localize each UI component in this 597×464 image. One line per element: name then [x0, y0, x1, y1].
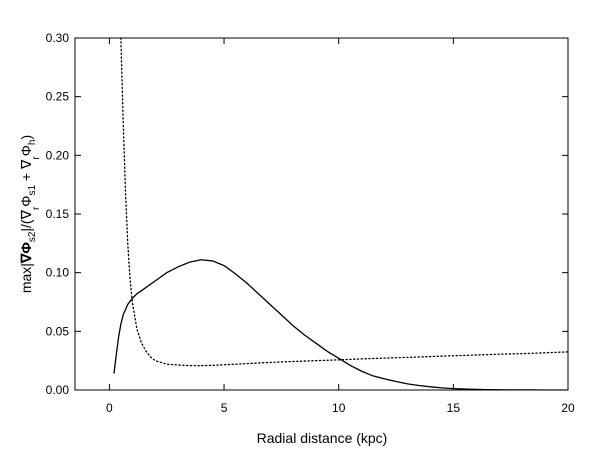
ylabel-phi-1: Φ	[18, 242, 34, 254]
x-tick-label: 20	[561, 401, 575, 415]
x-axis-title: Radial distance (kpc)	[257, 430, 388, 446]
series-dotted-line	[120, 38, 568, 367]
ylabel-phi-2: Φ	[18, 196, 34, 207]
y-tick-label: 0.05	[46, 324, 70, 338]
ylabel-nabla-1: ∇	[18, 253, 34, 264]
y-axis-title: max|∇Φs2|/(∇rΦs1 + ∇rΦh)	[18, 135, 42, 293]
ylabel-sub-h: h	[27, 140, 38, 146]
ylabel-divider: |/(	[18, 219, 34, 232]
ylabel-sub-r-1: r	[31, 206, 42, 210]
series	[113, 38, 568, 390]
ylabel-sub-s2: s2	[27, 231, 38, 242]
svg-text:max|∇Φs2|/(∇rΦs1 + ∇rΦh): max|∇Φs2|/(∇rΦs1 + ∇rΦh)	[18, 135, 42, 293]
ylabel-max: max|	[18, 263, 34, 293]
series-solid-line	[113, 259, 568, 390]
y-tick-label: 0.20	[46, 148, 70, 162]
tick-labels: 0 5 10 15 20 0.00 0.05 0.10 0.15 0.20 0.25 0.30	[46, 31, 575, 415]
ylabel-nabla-2: ∇	[18, 209, 34, 220]
ylabel-sub-r-2: r	[31, 156, 42, 160]
ylabel-close: )	[18, 135, 34, 140]
x-tick-label: 5	[221, 401, 228, 415]
y-tick-label: 0.25	[46, 90, 70, 104]
x-tick-label: 0	[106, 401, 113, 415]
y-tick-label: 0.15	[46, 207, 70, 221]
ylabel-nabla-3: ∇	[18, 159, 34, 170]
ticks	[75, 37, 569, 391]
ylabel-phi-3: Φ	[18, 145, 34, 156]
y-tick-label: 0.10	[46, 266, 70, 280]
y-tick-label: 0.00	[46, 383, 70, 397]
y-tick-label: 0.30	[46, 31, 70, 45]
ylabel-plus: +	[18, 169, 34, 185]
ylabel-sub-s1: s1	[27, 185, 38, 196]
x-tick-label: 15	[447, 401, 461, 415]
plot-area	[74, 37, 569, 391]
x-tick-label: 10	[332, 401, 346, 415]
